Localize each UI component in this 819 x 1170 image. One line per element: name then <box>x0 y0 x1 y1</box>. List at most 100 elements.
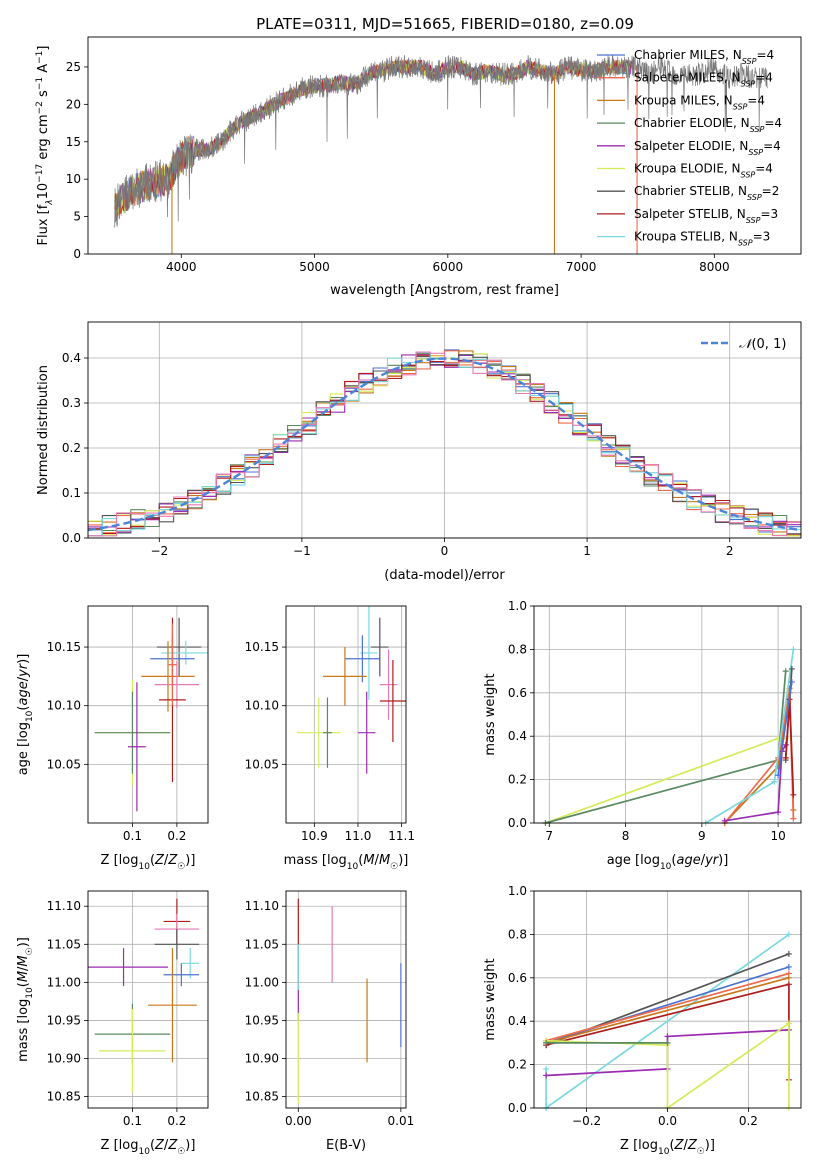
weight-line-kroupa_miles <box>545 976 790 1044</box>
weight-marker <box>785 981 792 988</box>
weight-line-salpeter_elodie <box>724 744 787 822</box>
x-tick-label: 8000 <box>699 260 730 274</box>
weight-marker <box>785 931 792 938</box>
weight-marker <box>782 668 789 675</box>
legend-entry: Kroupa STELIB, NSSP=3 <box>634 230 770 248</box>
legend-entry: 𝒩(0, 1) <box>739 337 786 352</box>
figure-title: PLATE=0311, MJD=51665, FIBERID=0180, z=0… <box>256 15 634 33</box>
model-spectrum-salpeter_elodie <box>114 59 635 223</box>
normal-distribution-curve <box>87 357 802 532</box>
plot-area-age_vs_mass <box>296 606 406 774</box>
x-tick-label: 9 <box>698 829 706 843</box>
panel-spectrum: 4000 5000 6000 7000 8000 0 5 10 15 20 25 wavelength… <box>35 36 802 298</box>
y-axis-label: mass weight <box>483 958 498 1040</box>
x-tick-label: 0.00 <box>285 1114 312 1128</box>
x-tick-label: 5000 <box>299 260 330 274</box>
y-tick-label: 15 <box>66 135 81 149</box>
y-tick-label: 1.0 <box>508 599 527 613</box>
y-tick-label: 0.1 <box>62 486 81 500</box>
y-tick-label: 0.0 <box>62 531 81 545</box>
weight-marker <box>790 815 797 822</box>
weight-marker <box>785 974 792 981</box>
x-tick-label: 8 <box>622 829 630 843</box>
weight-marker <box>788 665 795 672</box>
weight-marker <box>775 809 782 816</box>
x-tick-label: 4000 <box>166 260 197 274</box>
x-axis-label: E(B-V) <box>326 1138 366 1153</box>
x-axis-label: Z [log10(Z/Z☉)] <box>620 1138 715 1157</box>
weight-marker <box>543 1039 550 1046</box>
legend-entry: Salpeter STELIB, NSSP=3 <box>634 207 778 225</box>
weight-line-chabrier_miles <box>777 681 793 776</box>
y-axis-label: Flux [fλ10−17 erg cm−2 s−1 A−1] <box>35 46 55 246</box>
axes-frame <box>285 605 407 824</box>
plot-area-mass_vs_ebv <box>297 898 402 1105</box>
y-tick-label: 0.2 <box>62 441 81 455</box>
panel-weight_vs_Z: −0.2 0.0 0.2 0.0 0.2 0.4 0.6 0.8 1.0 Z [log10(Z/Z… <box>483 884 802 1157</box>
x-tick-label: 0.2 <box>167 829 186 843</box>
panel-residual_hist: −2 −1 0 1 2 0.0 0.1 0.2 0.3 0.4 (data-model)/error… <box>36 321 802 583</box>
weight-line-chabrier_elodie <box>545 671 787 824</box>
y-tick-label: 11.05 <box>47 937 81 951</box>
y-tick-label: 10.05 <box>245 757 279 771</box>
x-tick-label: 2 <box>726 544 734 558</box>
weight-marker <box>790 646 797 653</box>
x-tick-label: 11.0 <box>345 829 372 843</box>
x-tick-label: 0.0 <box>658 1114 677 1128</box>
legend-entry: Chabrier ELODIE, NSSP=4 <box>634 116 782 134</box>
y-tick-label: 0.4 <box>508 729 527 743</box>
weight-marker <box>782 754 789 761</box>
y-tick-label: 0.6 <box>508 971 527 985</box>
x-tick-label: 7 <box>545 829 553 843</box>
weight-marker <box>664 1039 671 1046</box>
y-tick-label: 10.90 <box>47 1052 81 1066</box>
legend: Chabrier MILES, NSSP=4 Salpeter MILES, NS… <box>597 48 782 247</box>
weight-marker <box>543 1065 550 1072</box>
x-tick-label: 0.1 <box>123 1114 142 1128</box>
y-tick-label: 0.0 <box>508 1101 527 1115</box>
axes-frame <box>87 36 802 255</box>
plot-area-weight_vs_age <box>542 646 797 826</box>
panel-mass_vs_ebv: 0.00 0.01 10.85 10.90 10.95 11.00 11.05 11.10 E(… <box>245 890 414 1153</box>
x-tick-label: 0.1 <box>123 829 142 843</box>
x-tick-label: −1 <box>293 544 311 558</box>
y-tick-label: 25 <box>66 60 81 74</box>
axes-frame <box>285 890 407 1109</box>
legend-entry: Salpeter ELODIE, NSSP=4 <box>634 139 781 157</box>
y-tick-label: 0.3 <box>62 396 81 410</box>
weight-marker <box>785 963 792 970</box>
x-tick-label: 0 <box>441 544 449 558</box>
y-tick-label: 0.8 <box>508 642 527 656</box>
y-tick-label: 10.10 <box>47 699 81 713</box>
axes-frame <box>533 605 802 824</box>
panel-age_vs_mass: 10.9 11.0 11.1 10.05 10.10 10.15 mass [log10(M… <box>245 605 415 872</box>
y-tick-label: 0 <box>73 247 81 261</box>
y-tick-label: 11.00 <box>47 975 81 989</box>
x-axis-label: mass [log10(M/M☉)] <box>284 853 409 872</box>
y-tick-label: 10.10 <box>245 699 279 713</box>
y-tick-label: 5 <box>73 210 81 224</box>
y-tick-label: 0.6 <box>508 686 527 700</box>
legend: 𝒩(0, 1) <box>701 337 786 352</box>
legend-entry: Chabrier STELIB, NSSP=2 <box>634 184 779 202</box>
y-tick-label: 0.4 <box>508 1014 527 1028</box>
weight-marker <box>771 778 778 785</box>
y-tick-label: 0.4 <box>62 351 81 365</box>
x-tick-label: 11.1 <box>388 829 415 843</box>
observed-spectrum <box>114 54 768 228</box>
weight-line-salpeter_miles <box>545 972 790 1042</box>
x-tick-label: 7000 <box>566 260 597 274</box>
y-tick-label: 10.05 <box>47 757 81 771</box>
y-tick-label: 0.8 <box>508 927 527 941</box>
x-tick-label: 0.2 <box>739 1114 758 1128</box>
y-axis-label: mass weight <box>483 673 498 755</box>
y-tick-label: 0.0 <box>508 816 527 830</box>
x-axis-label: Z [log10(Z/Z☉)] <box>101 853 196 872</box>
y-tick-label: 10.85 <box>47 1090 81 1104</box>
panel-age_vs_Z: 0.1 0.2 10.05 10.10 10.15 Z [log10(Z/Z☉)] age … <box>16 605 209 872</box>
x-axis-label: Z [log10(Z/Z☉)] <box>101 1138 196 1157</box>
legend-entry: Chabrier MILES, NSSP=4 <box>634 48 774 66</box>
y-tick-label: 11.00 <box>245 975 279 989</box>
axes-frame <box>87 890 209 1109</box>
plot-area-residual_hist <box>87 349 802 537</box>
